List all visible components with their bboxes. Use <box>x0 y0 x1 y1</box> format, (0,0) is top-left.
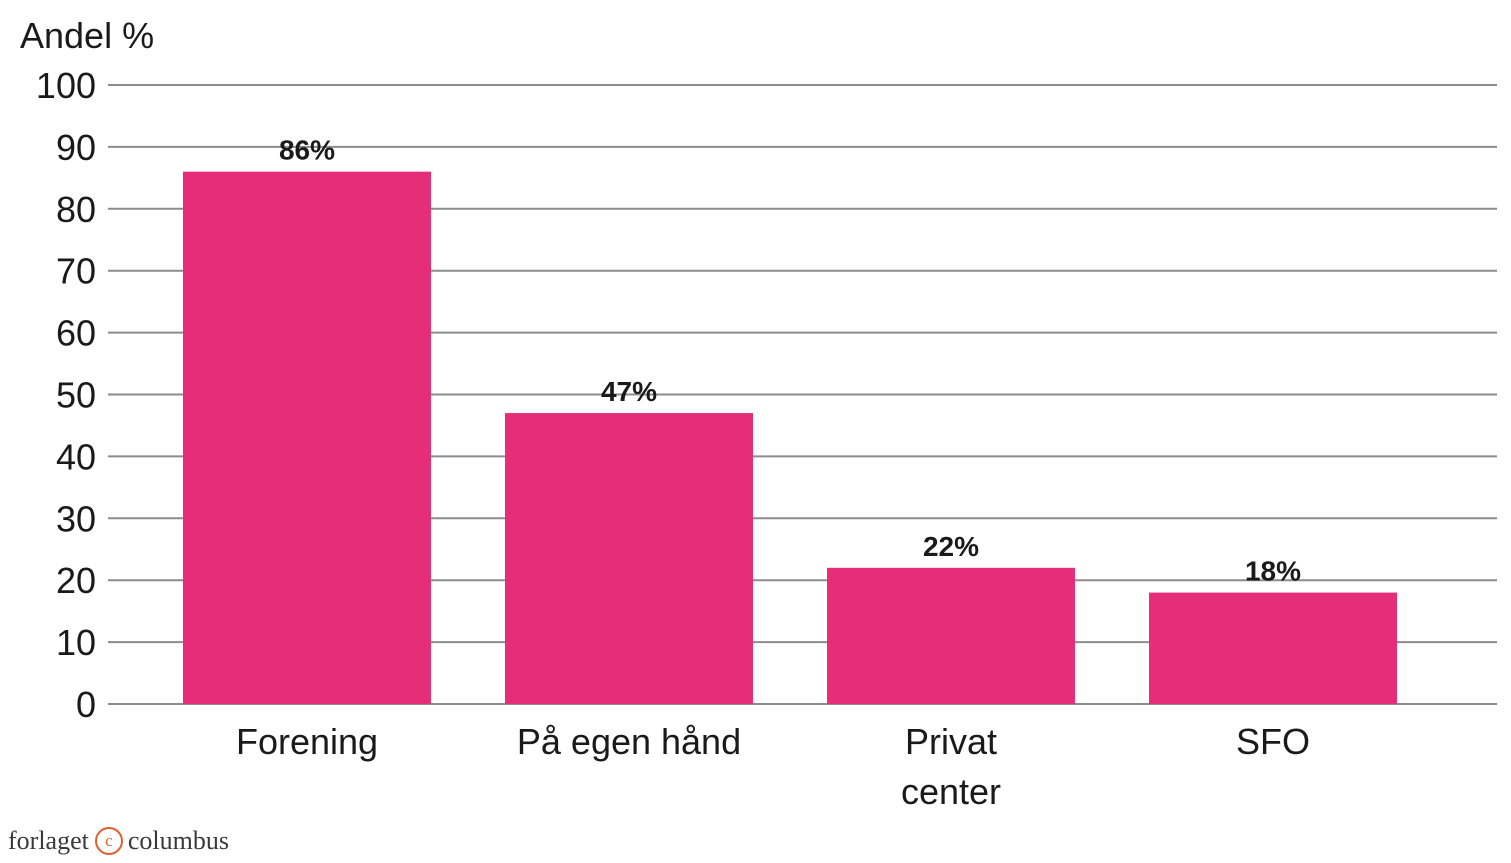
data-label: 22% <box>923 531 979 562</box>
y-tick-label: 20 <box>56 560 96 601</box>
x-category-labels: Forening På egen hånd Privat center SFO <box>236 721 1310 812</box>
y-tick-label: 10 <box>56 622 96 663</box>
y-tick-labels: 0 10 20 30 40 50 60 70 80 90 100 <box>36 65 96 725</box>
bar <box>827 567 1075 704</box>
category-label: På egen hånd <box>517 721 741 762</box>
bar <box>183 171 431 704</box>
category-label: center <box>901 771 1001 812</box>
category-label: Forening <box>236 721 378 762</box>
bar <box>505 413 753 704</box>
bar <box>1149 592 1397 704</box>
y-tick-label: 80 <box>56 189 96 230</box>
y-tick-label: 60 <box>56 313 96 354</box>
publisher-logo: forlaget c columbus <box>8 826 229 856</box>
category-label: Privat <box>905 721 997 762</box>
bars <box>183 171 1397 704</box>
data-label: 86% <box>279 135 335 166</box>
y-tick-label: 30 <box>56 498 96 539</box>
y-tick-label: 70 <box>56 251 96 292</box>
y-tick-label: 40 <box>56 436 96 477</box>
y-tick-label: 100 <box>36 65 96 106</box>
data-label: 47% <box>601 376 657 407</box>
data-labels: 86% 47% 22% 18% <box>279 135 1301 587</box>
y-tick-label: 90 <box>56 127 96 168</box>
y-tick-label: 50 <box>56 375 96 416</box>
publisher-name-right: columbus <box>127 826 229 855</box>
data-label: 18% <box>1245 556 1301 587</box>
publisher-name-left: forlaget <box>8 826 89 855</box>
y-tick-label: 0 <box>76 684 96 725</box>
y-axis-label: Andel % <box>20 15 154 56</box>
category-label: SFO <box>1236 721 1310 762</box>
copyright-icon: c <box>94 827 123 855</box>
